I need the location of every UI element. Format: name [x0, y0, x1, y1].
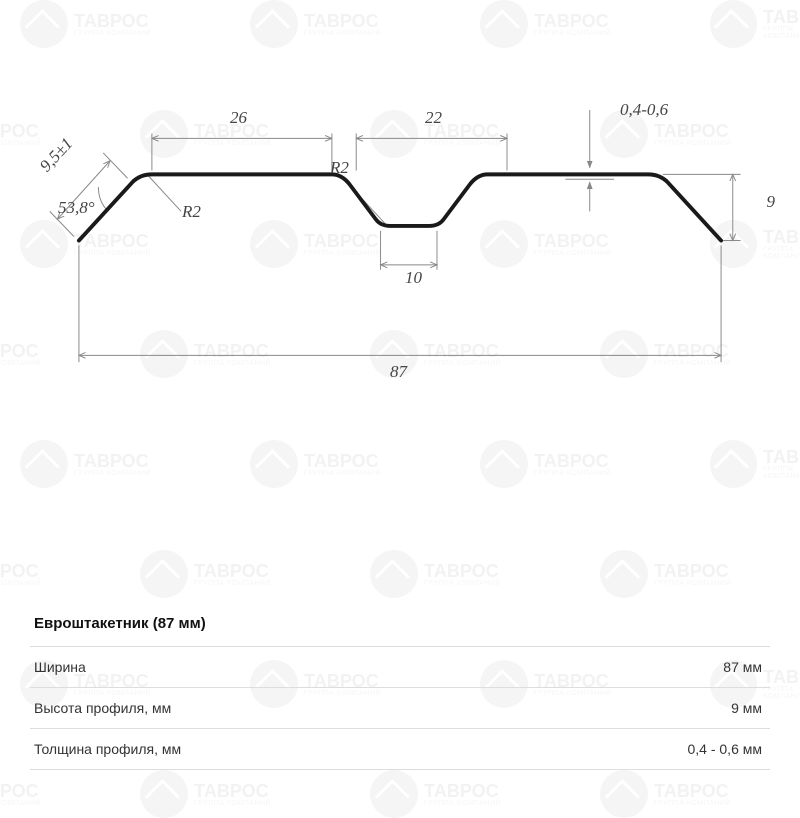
spec-row: Ширина 87 мм — [30, 646, 770, 687]
spec-table: Евроштакетник (87 мм) Ширина 87 мм Высота … — [30, 605, 770, 770]
dim-r2-mid: R2 — [330, 158, 349, 178]
spec-row: Высота профиля, мм 9 мм — [30, 687, 770, 728]
dim-height: 9 — [767, 192, 776, 212]
dim-26: 26 — [230, 108, 247, 128]
dim-thickness: 0,4-0,6 — [620, 100, 668, 120]
spec-label: Толщина профиля, мм — [34, 741, 181, 757]
spec-value: 87 мм — [723, 659, 762, 675]
dim-total: 87 — [390, 362, 407, 382]
spec-label: Высота профиля, мм — [34, 700, 171, 716]
spec-row: Толщина профиля, мм 0,4 - 0,6 мм — [30, 728, 770, 770]
dim-angle: 53,8° — [58, 198, 95, 218]
spec-label: Ширина — [34, 659, 86, 675]
spec-title: Евроштакетник (87 мм) — [30, 605, 770, 646]
spec-value: 0,4 - 0,6 мм — [687, 741, 762, 757]
dim-22: 22 — [425, 108, 442, 128]
dim-valley: 10 — [405, 268, 422, 288]
dim-r2-left: R2 — [182, 202, 201, 222]
spec-value: 9 мм — [731, 700, 762, 716]
technical-drawing: 26 22 0,4-0,6 9,5±1 53,8° R2 R2 10 9 87 — [40, 110, 760, 410]
